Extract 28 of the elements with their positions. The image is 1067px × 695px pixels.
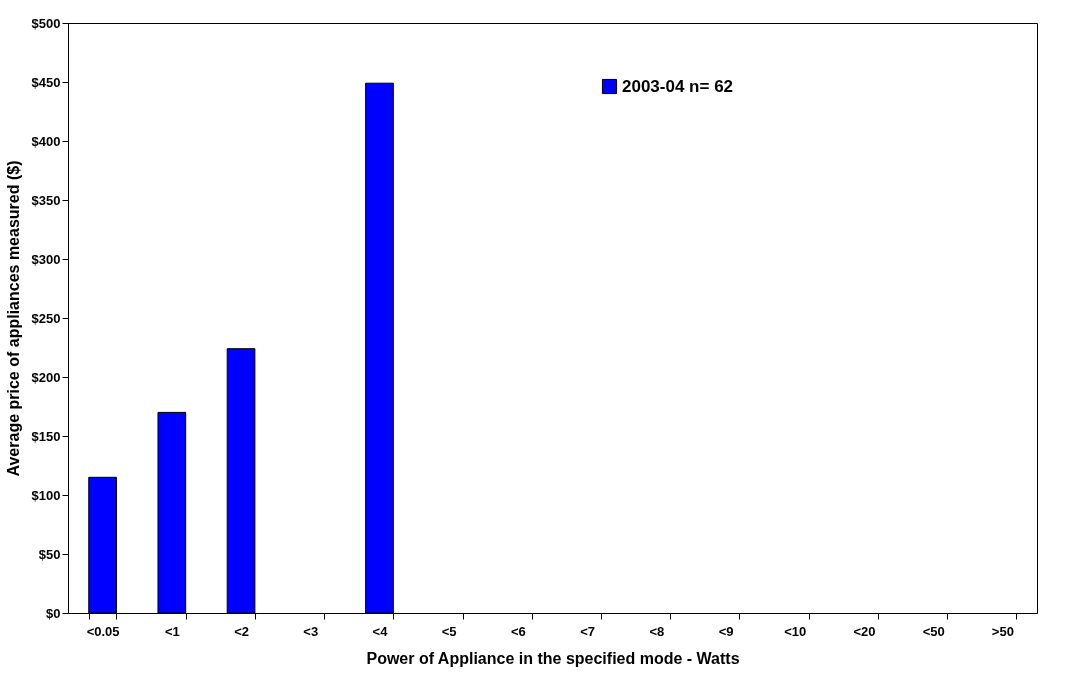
legend-label: 2003-04 n= 62	[622, 76, 734, 96]
x-tick-label: <2	[234, 623, 249, 639]
x-axis-title: Power of Appliance in the specified mode - Watts	[366, 649, 740, 667]
y-tick-label: $400	[31, 133, 61, 149]
x-tick-label: <10	[784, 623, 807, 639]
y-tick-label: $250	[31, 310, 61, 326]
x-tick-label: >50	[991, 623, 1014, 639]
y-tick-label: $200	[31, 369, 61, 385]
y-tick-label: $150	[31, 428, 61, 444]
y-axis-title: Average price of appliances measured ($)	[4, 160, 22, 477]
y-tick-label: $350	[31, 192, 61, 208]
x-tick-label: <8	[649, 623, 665, 639]
x-tick-label: <9	[718, 623, 734, 639]
x-tick-label: <1	[164, 623, 180, 639]
y-tick-label: $500	[31, 15, 61, 31]
y-tick-label: $0	[46, 605, 61, 621]
x-tick-label: <4	[372, 623, 389, 639]
x-tick-label: <3	[303, 623, 319, 639]
y-tick-label: $100	[31, 487, 61, 503]
x-tick-label: <5	[441, 623, 457, 639]
x-tick-label: <7	[580, 623, 596, 639]
x-tick-label: <50	[922, 623, 945, 639]
y-tick-label: $50	[38, 546, 61, 562]
x-tick-label: <0.05	[86, 623, 120, 639]
x-tick-label: <6	[510, 623, 526, 639]
x-tick-label: <20	[853, 623, 876, 639]
y-tick-label: $300	[31, 251, 61, 267]
y-tick-label: $450	[31, 74, 61, 90]
